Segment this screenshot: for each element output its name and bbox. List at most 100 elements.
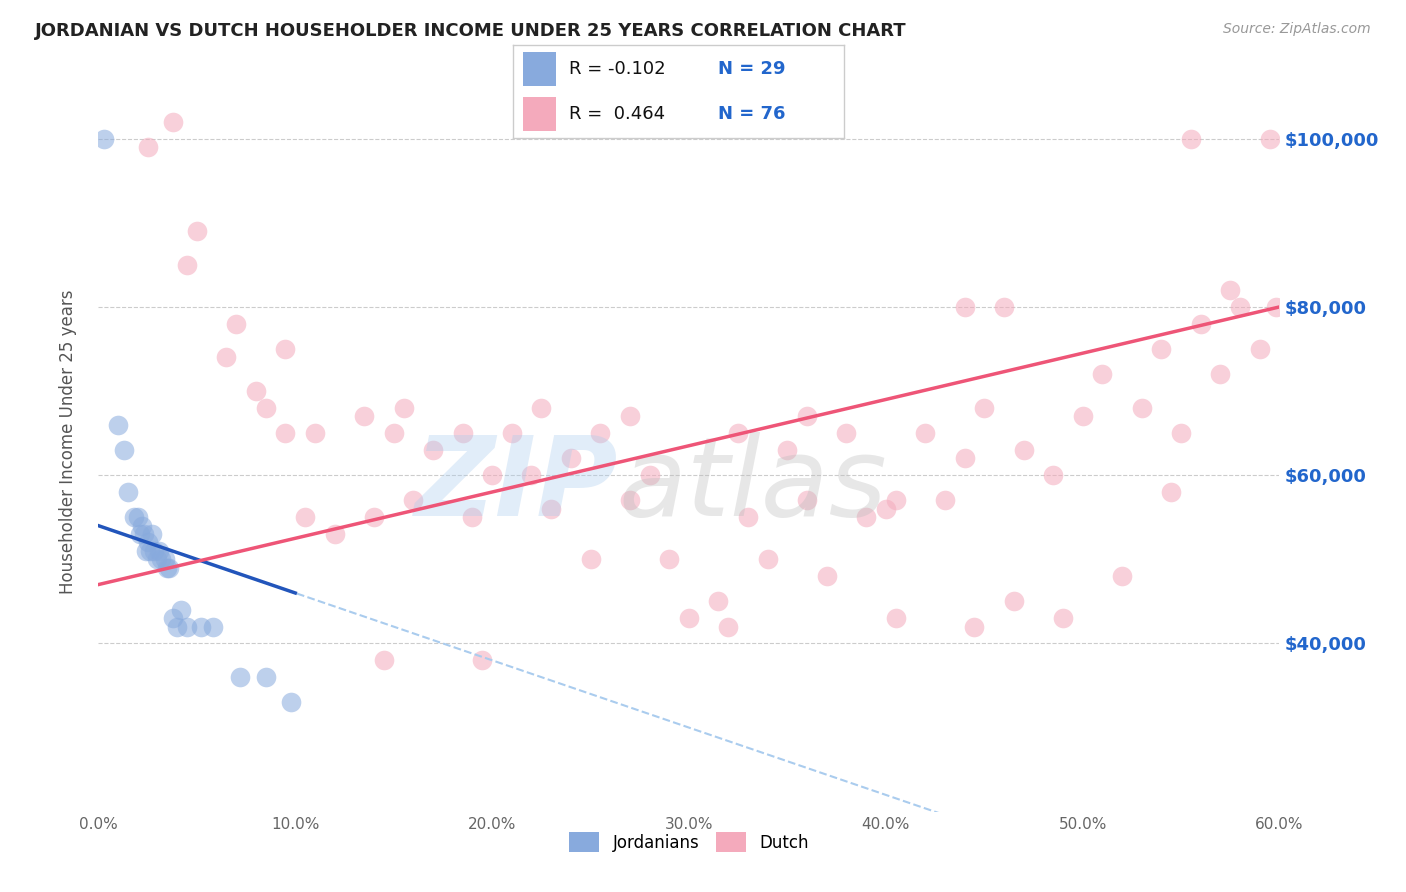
Point xyxy=(128,527,150,541)
Point xyxy=(776,442,799,457)
Point xyxy=(225,317,247,331)
Point xyxy=(1209,368,1232,382)
Point xyxy=(117,485,139,500)
Point xyxy=(1180,131,1202,145)
Point xyxy=(1229,300,1251,314)
Point xyxy=(737,510,759,524)
Point xyxy=(107,417,129,432)
Point xyxy=(914,426,936,441)
Point xyxy=(363,510,385,524)
Point xyxy=(953,300,976,314)
Point xyxy=(422,442,444,457)
Point xyxy=(254,401,277,415)
Point xyxy=(963,620,986,634)
Point xyxy=(530,401,553,415)
Point xyxy=(756,552,779,566)
Point xyxy=(1219,283,1241,297)
Point xyxy=(993,300,1015,314)
Point xyxy=(93,131,115,145)
Point xyxy=(1264,300,1286,314)
Point xyxy=(166,620,188,634)
Point xyxy=(658,552,681,566)
Point xyxy=(138,544,160,558)
Point xyxy=(373,653,395,667)
Text: Source: ZipAtlas.com: Source: ZipAtlas.com xyxy=(1223,22,1371,37)
Text: R = -0.102: R = -0.102 xyxy=(569,60,666,78)
Point xyxy=(294,510,316,524)
Y-axis label: Householder Income Under 25 years: Householder Income Under 25 years xyxy=(59,289,77,594)
Point xyxy=(274,342,297,356)
Point xyxy=(131,518,153,533)
Point xyxy=(127,510,149,524)
Point xyxy=(884,493,907,508)
Point xyxy=(953,451,976,466)
Point xyxy=(274,426,297,441)
Point xyxy=(678,611,700,625)
Point xyxy=(619,493,641,508)
Point xyxy=(245,384,267,398)
Point xyxy=(215,351,238,365)
Point xyxy=(1111,569,1133,583)
Point xyxy=(481,468,503,483)
Point xyxy=(1160,485,1182,500)
Point xyxy=(815,569,838,583)
Point xyxy=(451,426,474,441)
Point xyxy=(170,603,193,617)
Point xyxy=(579,552,602,566)
Point xyxy=(1150,342,1173,356)
Point xyxy=(190,620,212,634)
Point xyxy=(146,552,169,566)
Point xyxy=(112,442,135,457)
Text: N = 76: N = 76 xyxy=(718,105,786,123)
Text: N = 29: N = 29 xyxy=(718,60,786,78)
Text: R =  0.464: R = 0.464 xyxy=(569,105,665,123)
Point xyxy=(353,409,375,424)
Point xyxy=(707,594,730,608)
Point xyxy=(973,401,995,415)
Point xyxy=(875,501,897,516)
Point xyxy=(619,409,641,424)
Point xyxy=(150,552,173,566)
Point xyxy=(402,493,425,508)
Point xyxy=(520,468,543,483)
Point xyxy=(884,611,907,625)
Point xyxy=(229,670,252,684)
Point xyxy=(1258,131,1281,145)
Point xyxy=(1091,368,1114,382)
Point xyxy=(304,426,326,441)
Legend: Jordanians, Dutch: Jordanians, Dutch xyxy=(562,825,815,859)
Text: JORDANIAN VS DUTCH HOUSEHOLDER INCOME UNDER 25 YEARS CORRELATION CHART: JORDANIAN VS DUTCH HOUSEHOLDER INCOME UN… xyxy=(35,22,907,40)
Point xyxy=(501,426,523,441)
Text: atlas: atlas xyxy=(619,433,887,540)
Point xyxy=(1170,426,1192,441)
Point xyxy=(135,544,157,558)
Point xyxy=(1249,342,1271,356)
Point xyxy=(1012,442,1035,457)
Point xyxy=(162,115,184,129)
Point xyxy=(186,224,208,238)
Point xyxy=(471,653,494,667)
Point xyxy=(176,258,198,272)
Point xyxy=(540,501,562,516)
Point xyxy=(638,468,661,483)
Bar xyxy=(523,97,557,131)
Point xyxy=(717,620,740,634)
Point xyxy=(796,493,818,508)
Point xyxy=(382,426,405,441)
Point xyxy=(392,401,415,415)
Bar xyxy=(523,52,557,86)
Point xyxy=(148,544,170,558)
Point xyxy=(141,527,163,541)
Point xyxy=(1002,594,1025,608)
Point xyxy=(201,620,224,634)
Point xyxy=(796,409,818,424)
Point xyxy=(461,510,484,524)
Point xyxy=(136,535,159,549)
Point xyxy=(254,670,277,684)
Point xyxy=(1189,317,1212,331)
Point xyxy=(157,560,180,574)
Point xyxy=(1130,401,1153,415)
Point xyxy=(1052,611,1074,625)
Point xyxy=(142,544,165,558)
Point xyxy=(1071,409,1094,424)
